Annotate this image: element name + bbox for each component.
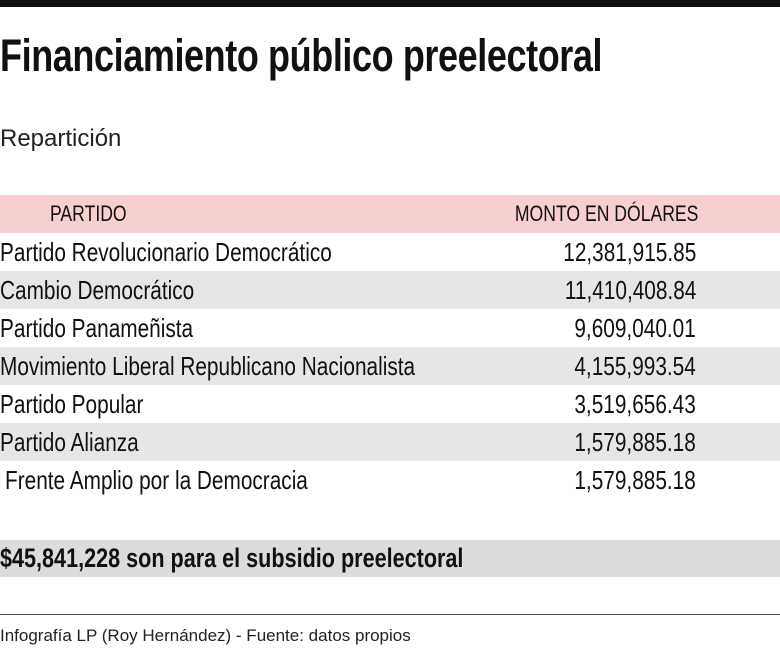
amount-text: 4,155,993.54 xyxy=(574,351,696,381)
column-header-text: PARTIDO xyxy=(50,201,127,226)
subtitle: Repartición xyxy=(0,125,122,152)
column-header-text: MONTO EN DÓLARES xyxy=(514,201,698,226)
amount-text: 3,519,656.43 xyxy=(574,389,696,419)
party-name-text: Frente Amplio por la Democracia xyxy=(5,465,308,495)
party-name: Partido Alianza xyxy=(0,423,173,461)
table-row: Movimiento Liberal Republicano Nacionali… xyxy=(0,347,780,385)
amount-text: 9,609,040.01 xyxy=(574,313,696,343)
column-header: MONTO EN DÓLARES xyxy=(469,195,698,233)
column-header: PARTIDO xyxy=(50,195,146,233)
table-row: Partido Panameñista 9,609,040.01 xyxy=(0,309,780,347)
amount: 11,410,408.84 xyxy=(532,271,696,309)
amount-text: 1,579,885.18 xyxy=(574,427,696,457)
party-name-text: Movimiento Liberal Republicano Nacionali… xyxy=(0,351,416,381)
party-name-text: Partido Panameñista xyxy=(0,313,194,343)
summary-bar: $45,841,228 son para el subsidio preelec… xyxy=(0,540,780,577)
amount: 1,579,885.18 xyxy=(544,461,696,499)
party-name: Partido Popular xyxy=(0,385,179,423)
party-name: Movimiento Liberal Republicano Nacionali… xyxy=(0,347,519,385)
table-row: Frente Amplio por la Democracia 1,579,885… xyxy=(0,461,780,499)
amount-text: 11,410,408.84 xyxy=(564,275,696,305)
amount: 12,381,915.85 xyxy=(530,233,696,271)
top-bar xyxy=(0,0,780,7)
table-row: Cambio Democrático 11,410,408.84 xyxy=(0,271,780,309)
party-name-text: Partido Revolucionario Democrático xyxy=(0,237,332,267)
table-row: Partido Alianza 1,579,885.18 xyxy=(0,423,780,461)
amount-text: 12,381,915.85 xyxy=(562,237,696,267)
table-row: Partido Revolucionario Democrático 12,381… xyxy=(0,233,780,271)
title-text: Financiamiento público preelectoral xyxy=(0,30,603,81)
party-name-text: Partido Popular xyxy=(0,389,144,419)
party-name: Partido Revolucionario Democrático xyxy=(0,233,415,271)
source: Infografía LP (Roy Hernández) - Fuente: … xyxy=(0,626,411,645)
amount: 9,609,040.01 xyxy=(544,309,696,347)
amount: 3,519,656.43 xyxy=(544,385,696,423)
header-row: PARTIDO MONTO EN DÓLARES xyxy=(0,195,780,233)
party-name: Cambio Democrático xyxy=(0,271,243,309)
table-row: Partido Popular 3,519,656.43 xyxy=(0,385,780,423)
amount: 1,579,885.18 xyxy=(544,423,696,461)
footer-rule xyxy=(0,614,780,615)
party-name-text: Cambio Democrático xyxy=(0,275,195,305)
party-name: Partido Panameñista xyxy=(0,309,241,347)
amount-text: 1,579,885.18 xyxy=(574,465,696,495)
party-name-text: Partido Alianza xyxy=(0,427,139,457)
amount: 4,155,993.54 xyxy=(544,347,696,385)
title: Financiamiento público preelectoral xyxy=(0,30,753,82)
summary-text: $45,841,228 son para el subsidio preelec… xyxy=(0,543,464,573)
party-name: Frente Amplio por la Democracia xyxy=(5,461,384,499)
